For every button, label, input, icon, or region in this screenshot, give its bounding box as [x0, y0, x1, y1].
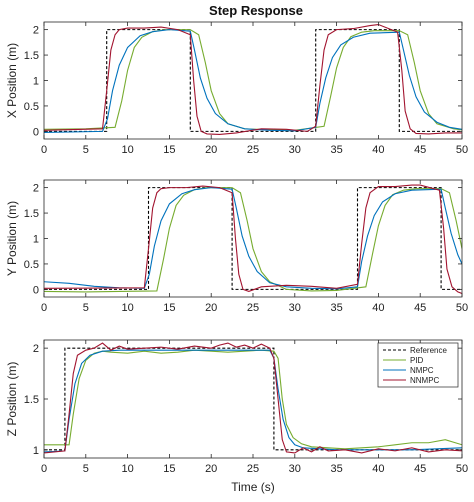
x-tick-label: 0: [41, 144, 47, 156]
x-tick-label: 15: [163, 302, 175, 314]
x-tick-label: 10: [121, 463, 133, 475]
x-tick-label: 5: [83, 463, 89, 475]
legend-label-pid: PID: [410, 356, 424, 365]
y-tick-label: 1.5: [24, 394, 39, 406]
x-tick-label: 35: [330, 302, 342, 314]
x-tick-label: 40: [372, 144, 384, 156]
x-tick-label: 35: [330, 144, 342, 156]
y-axis-label: Y Position (m): [5, 201, 19, 276]
x-tick-label: 10: [121, 302, 133, 314]
x-tick-label: 30: [289, 144, 301, 156]
x-tick-label: 5: [83, 302, 89, 314]
y-tick-label: 0: [33, 126, 39, 138]
y-tick-label: 2: [33, 183, 39, 195]
y-tick-label: 0.5: [24, 259, 39, 271]
legend-label-reference: Reference: [410, 346, 447, 355]
x-tick-label: 10: [121, 144, 133, 156]
legend-label-nmpc: NMPC: [410, 366, 434, 375]
x-tick-label: 35: [330, 463, 342, 475]
x-tick-label: 25: [247, 144, 259, 156]
y-tick-label: 0.5: [24, 101, 39, 113]
series-line-pid: [44, 187, 462, 293]
x-tick-label: 50: [456, 302, 468, 314]
x-tick-label: 15: [163, 144, 175, 156]
series-line-nnmpc: [44, 23, 462, 135]
x-tick-label: 30: [289, 463, 301, 475]
x-tick-label: 45: [414, 463, 426, 475]
x-tick-label: 45: [414, 302, 426, 314]
x-tick-label: 50: [456, 144, 468, 156]
series-line-nnmpc: [44, 184, 462, 294]
series-line-reference: [44, 29, 462, 132]
x-tick-label: 0: [41, 302, 47, 314]
y-axis-label: Z Position (m): [5, 362, 19, 437]
panel-1: 0 5 10 15 20 25 30 35 40 45 50 0 0.5 1 1.5 2 X Position …: [5, 21, 468, 156]
x-tick-label: 20: [205, 463, 217, 475]
x-axis-label: Time (s): [231, 480, 275, 494]
series-line-reference: [44, 187, 462, 290]
y-tick-label: 2: [33, 25, 39, 37]
series-line-nmpc: [44, 29, 462, 133]
x-tick-label: 40: [372, 302, 384, 314]
x-tick-label: 5: [83, 144, 89, 156]
y-tick-label: 1.5: [24, 50, 39, 62]
x-tick-label: 0: [41, 463, 47, 475]
axes-frame: [43, 179, 463, 298]
legend-label-nnmpc: NNMPC: [410, 376, 440, 385]
y-tick-label: 1: [33, 445, 39, 457]
panel-2: 0 5 10 15 20 25 30 35 40 45 50 0 0.5 1 1.5 2 Y Position …: [5, 179, 468, 314]
x-tick-label: 40: [372, 463, 384, 475]
y-tick-label: 1: [33, 234, 39, 246]
x-tick-label: 50: [456, 463, 468, 475]
x-tick-label: 15: [163, 463, 175, 475]
y-tick-label: 1.5: [24, 208, 39, 220]
y-axis-label: X Position (m): [5, 43, 19, 118]
x-tick-label: 20: [205, 302, 217, 314]
y-tick-label: 1: [33, 76, 39, 88]
x-tick-label: 25: [247, 302, 259, 314]
x-tick-label: 30: [289, 302, 301, 314]
x-tick-label: 45: [414, 144, 426, 156]
x-tick-label: 20: [205, 144, 217, 156]
series-line-nmpc: [44, 187, 462, 290]
series-line-nnmpc: [44, 342, 462, 454]
x-tick-label: 25: [247, 463, 259, 475]
panel-3: 0 5 10 15 20 25 30 35 40 45 50 1 1.5 2 Z Position (m) T…: [5, 339, 468, 494]
y-tick-label: 2: [33, 343, 39, 355]
figure-title: Step Response: [209, 3, 303, 18]
y-tick-label: 0: [33, 284, 39, 296]
